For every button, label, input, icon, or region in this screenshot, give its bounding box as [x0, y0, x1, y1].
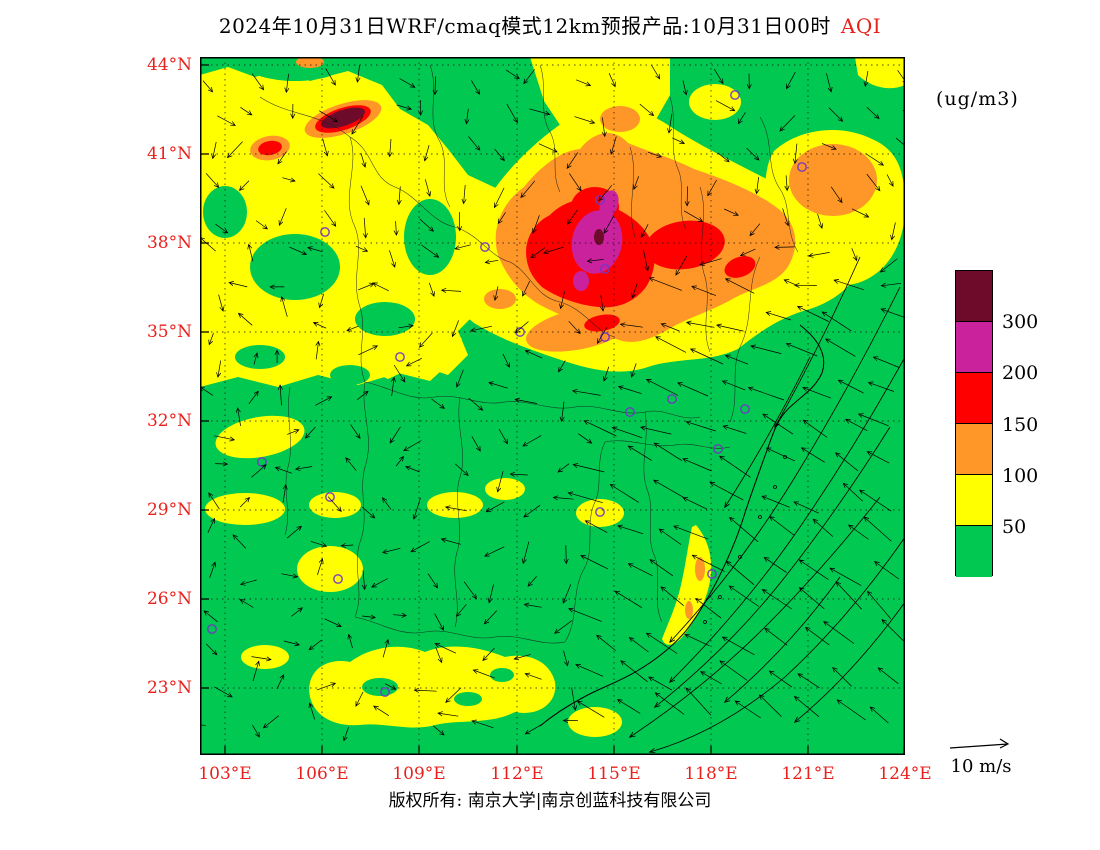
units-label: (ug/m3) — [936, 88, 1019, 110]
lat-label-41n: 41°N — [146, 144, 192, 164]
lon-label-118e: 118°E — [684, 764, 738, 784]
province-boundaries — [259, 64, 799, 644]
legend-tick-150: 150 — [1002, 414, 1039, 436]
wind-vector-arrows — [200, 64, 905, 742]
aqi-map-canvas — [200, 57, 905, 755]
lon-label-121e: 121°E — [781, 764, 835, 784]
legend-tick-300: 300 — [1002, 311, 1039, 333]
page-title: 2024年10月31日WRF/cmaq模式12km预报产品:10月31日00时 A… — [0, 10, 1100, 39]
lon-label-124e: 124°E — [878, 764, 932, 784]
legend-color-yellow — [956, 475, 992, 526]
wind-streak-arrows — [630, 256, 905, 752]
grid-dotted-lines — [200, 57, 905, 755]
title-main: 2024年10月31日WRF/cmaq模式12km预报产品:10月31日00时 — [218, 14, 831, 38]
lat-label-35n: 35°N — [146, 322, 192, 342]
lon-label-115e: 115°E — [587, 764, 641, 784]
legend-color-orange — [956, 424, 992, 475]
axis-tick-marks — [200, 64, 905, 755]
legend-colorbar — [955, 270, 993, 577]
coastal-islands — [703, 455, 787, 624]
legend-color-magenta — [956, 322, 992, 373]
lat-label-44n: 44°N — [146, 55, 192, 75]
wind-scale-label: 10 m/s — [950, 756, 1012, 777]
coastline — [539, 324, 825, 727]
lat-label-38n: 38°N — [146, 233, 192, 253]
lat-label-23n: 23°N — [146, 678, 192, 698]
legend-tick-200: 200 — [1002, 362, 1039, 384]
legend-color-green — [956, 526, 992, 577]
lon-label-103e: 103°E — [198, 764, 252, 784]
city-markers — [207, 90, 807, 697]
lat-label-29n: 29°N — [146, 500, 192, 520]
legend-color-maroon — [956, 271, 992, 322]
legend-color-red — [956, 373, 992, 424]
lon-label-109e: 109°E — [392, 764, 446, 784]
lat-label-26n: 26°N — [146, 589, 192, 609]
lat-label-32n: 32°N — [146, 411, 192, 431]
legend-tick-100: 100 — [1002, 465, 1039, 487]
copyright-footer: 版权所有: 南京大学|南京创蓝科技有限公司 — [388, 791, 712, 811]
title-variable: AQI — [840, 14, 882, 38]
legend-tick-50: 50 — [1002, 516, 1027, 538]
map-frame — [200, 57, 905, 755]
lon-label-112e: 112°E — [490, 764, 544, 784]
lon-label-106e: 106°E — [295, 764, 349, 784]
aqi-field-maroon-cores — [320, 107, 604, 245]
wind-scale-arrow-icon — [949, 738, 1010, 749]
